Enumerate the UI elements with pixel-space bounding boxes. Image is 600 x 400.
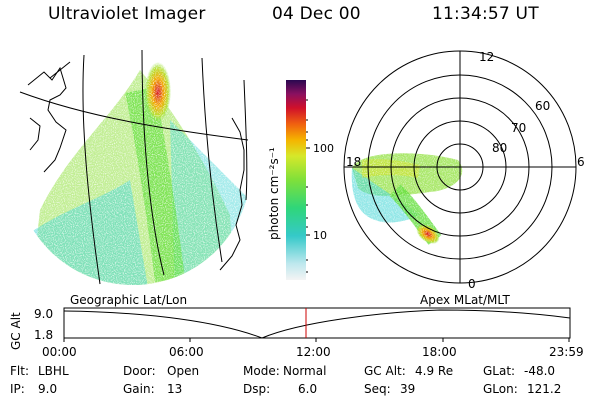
- color-scale-bar: [286, 80, 306, 280]
- polar-mlt-12: 12: [479, 50, 494, 64]
- timeline-ticks: [63, 338, 570, 342]
- time-label: 11:34:57 UT: [432, 4, 539, 24]
- timeline-y-bottom: 1.8: [34, 328, 53, 342]
- altitude-curve: [63, 309, 571, 339]
- polar-lat-70: 70: [511, 121, 526, 135]
- polar-lat-80: 80: [492, 141, 507, 155]
- info-gcalt-value: 4.9 Re: [415, 364, 454, 378]
- timeline-axis-title: GC Alt: [9, 312, 23, 350]
- info-glat-value: -48.0: [524, 364, 556, 378]
- info-flt-key: Flt:: [10, 364, 29, 378]
- info-door-value: Open: [167, 364, 200, 378]
- info-ip-value: 9.0: [38, 382, 58, 396]
- geo-grid: [19, 49, 249, 285]
- timeline-y-top: 9.0: [34, 307, 53, 321]
- info-door-key: Door:: [123, 364, 156, 378]
- timeline-tick-label: 18:00: [422, 345, 457, 359]
- coastlines: [27, 61, 245, 271]
- instrument-title: Ultraviolet Imager: [48, 4, 206, 24]
- polar-grid: [343, 50, 577, 284]
- info-gain-key: Gain:: [123, 382, 155, 396]
- date-label: 04 Dec 00: [272, 4, 361, 24]
- polar-mlt-0: 0: [468, 277, 476, 291]
- color-scale-ticks: [306, 99, 310, 273]
- info-ip-key: IP:: [10, 382, 25, 396]
- info-flt-value: LBHL: [38, 364, 69, 378]
- colorbar-tick-10: 10: [313, 229, 327, 242]
- timeline-right-label: Apex MLat/MLT: [420, 293, 510, 307]
- timeline-tick-label: 12:00: [296, 345, 331, 359]
- info-glon-key: GLon:: [483, 382, 518, 396]
- info-seq-key: Seq:: [364, 382, 391, 396]
- info-gain-value: 13: [167, 382, 183, 396]
- timeline-frame: [63, 307, 571, 339]
- timeline-tick-label: 00:00: [42, 345, 77, 359]
- polar-mlt-6: 6: [577, 155, 585, 169]
- info-dsp-key: Dsp:: [243, 382, 271, 396]
- info-mode-key: Mode:: [243, 364, 280, 378]
- colorbar-tick-100: 100: [313, 142, 334, 155]
- polar-emission: [344, 51, 576, 283]
- info-mode-value: Normal: [283, 364, 327, 378]
- info-gcalt-key: GC Alt:: [364, 364, 406, 378]
- polar-mlt-18: 18: [346, 155, 361, 169]
- info-glon-value: 121.2: [527, 382, 562, 396]
- polar-lat-60: 60: [535, 99, 550, 113]
- colorbar-unit-label: photon cm⁻²s⁻¹: [267, 147, 281, 240]
- timeline-tick-label: 06:00: [169, 345, 204, 359]
- info-glat-key: GLat:: [483, 364, 516, 378]
- info-seq-value: 39: [400, 382, 416, 396]
- map-emission: [15, 49, 251, 285]
- info-dsp-value: 6.0: [298, 382, 318, 396]
- timeline-left-label: Geographic Lat/Lon: [70, 293, 187, 307]
- timeline-tick-label: 23:59: [549, 345, 584, 359]
